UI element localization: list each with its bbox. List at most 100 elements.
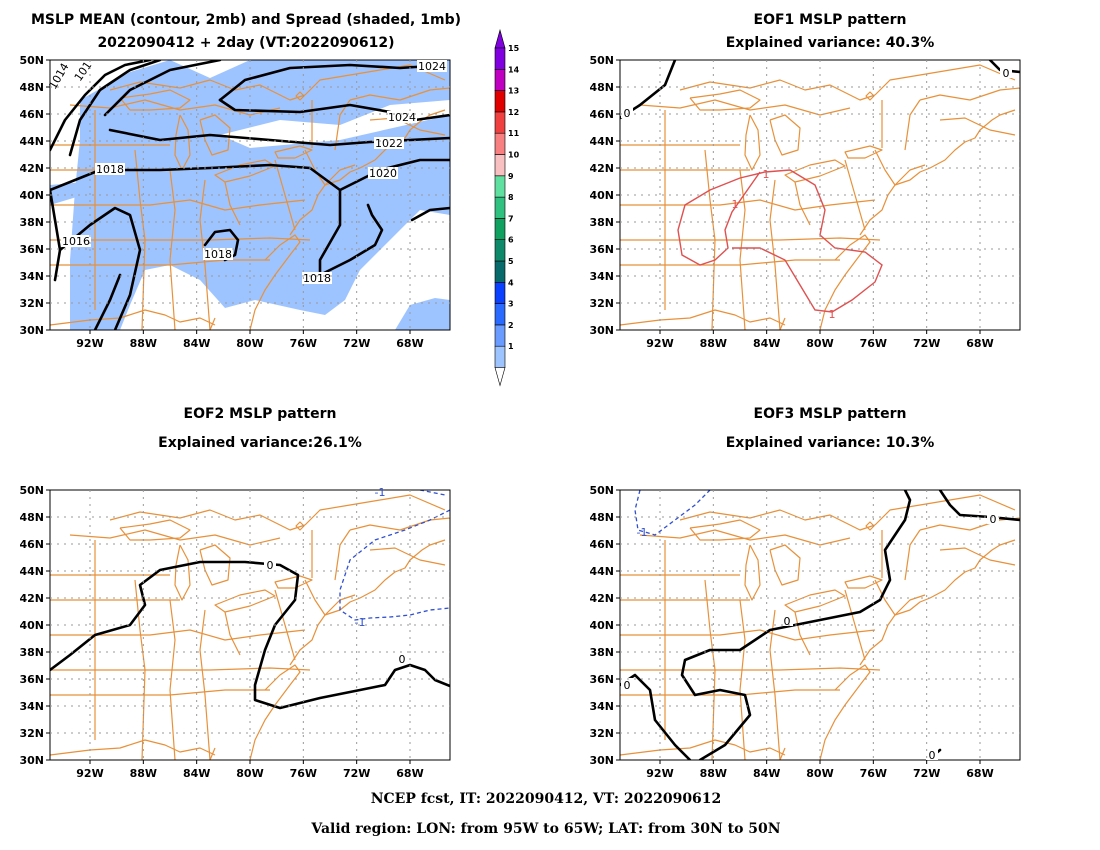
lat-tick-label: 48N bbox=[589, 81, 614, 94]
panel3-title: EOF2 MSLP pattern bbox=[184, 406, 337, 422]
lon-tick-label: 72W bbox=[913, 337, 940, 350]
lat-tick-label: 40N bbox=[589, 619, 614, 632]
lat-tick-label: 38N bbox=[19, 216, 44, 229]
colorbar-swatch bbox=[494, 303, 506, 326]
panel4-subtitle: Explained variance: 10.3% bbox=[726, 435, 935, 451]
lat-tick-label: 44N bbox=[19, 135, 44, 148]
lon-tick-label: 68W bbox=[966, 767, 993, 780]
colorbar-swatch bbox=[494, 345, 506, 368]
contour-label: 1016 bbox=[62, 235, 90, 248]
axes: 92W 88W 84W 80W 76W 72W 68W 50N 48N 46N 44N 42N 40N 3… bbox=[19, 54, 993, 780]
lon-tick-label: 80W bbox=[236, 337, 263, 350]
contour-label: 0 bbox=[267, 559, 274, 572]
contour-label: 0 bbox=[1003, 67, 1010, 80]
lon-tick-label: 84W bbox=[183, 767, 210, 780]
lat-tick-label: 42N bbox=[19, 162, 44, 175]
lat-tick-label: 40N bbox=[19, 619, 44, 632]
lon-tick-label: 76W bbox=[290, 767, 317, 780]
contour-label: -1 bbox=[637, 526, 648, 539]
contour-label: 0 bbox=[990, 513, 997, 526]
colorbar-label: 9 bbox=[508, 172, 514, 181]
colorbar-label: 2 bbox=[508, 321, 514, 330]
lat-tick-label: 50N bbox=[19, 54, 44, 67]
lat-tick-label: 34N bbox=[19, 700, 44, 713]
lat-tick-label: 44N bbox=[19, 565, 44, 578]
lat-tick-label: 30N bbox=[589, 754, 614, 767]
lat-tick-label: 40N bbox=[19, 189, 44, 202]
lon-tick-label: 68W bbox=[396, 337, 423, 350]
lat-tick-label: 32N bbox=[19, 727, 44, 740]
lon-tick-label: 88W bbox=[700, 337, 727, 350]
contour-label: 1 bbox=[829, 308, 836, 321]
colorbar-swatch bbox=[494, 239, 506, 262]
lat-tick-label: 34N bbox=[589, 270, 614, 283]
colorbar-arrow-bottom bbox=[494, 367, 506, 387]
lat-tick-label: 34N bbox=[19, 270, 44, 283]
lon-tick-label: 84W bbox=[183, 337, 210, 350]
lon-tick-label: 88W bbox=[130, 767, 157, 780]
panel4-title: EOF3 MSLP pattern bbox=[754, 406, 907, 422]
lon-tick-label: 92W bbox=[646, 767, 673, 780]
lat-tick-label: 32N bbox=[589, 297, 614, 310]
lon-tick-label: 76W bbox=[860, 767, 887, 780]
lat-tick-label: 44N bbox=[589, 565, 614, 578]
lat-tick-label: 30N bbox=[19, 754, 44, 767]
lat-tick-label: 48N bbox=[589, 511, 614, 524]
contour-label: 1 bbox=[763, 168, 770, 181]
lat-tick-label: 36N bbox=[589, 673, 614, 686]
lat-tick-label: 48N bbox=[19, 511, 44, 524]
colorbar-arrow-top bbox=[494, 28, 506, 49]
panel2-title: EOF1 MSLP pattern bbox=[754, 12, 907, 28]
colorbar-swatch bbox=[494, 154, 506, 177]
contour-label: 101 bbox=[72, 59, 95, 84]
lat-tick-label: 42N bbox=[19, 592, 44, 605]
colorbar-label: 13 bbox=[508, 87, 519, 96]
contour-label: 1 bbox=[732, 198, 739, 211]
lon-tick-label: 68W bbox=[396, 767, 423, 780]
lat-tick-label: 50N bbox=[19, 484, 44, 497]
lat-tick-label: 44N bbox=[589, 135, 614, 148]
lon-tick-label: 92W bbox=[76, 337, 103, 350]
lat-tick-label: 32N bbox=[19, 297, 44, 310]
colorbar-label: 12 bbox=[508, 108, 519, 117]
colorbar-label: 1 bbox=[508, 342, 514, 351]
colorbar-label: 10 bbox=[508, 151, 520, 160]
lat-tick-label: 30N bbox=[19, 324, 44, 337]
panel-eof1: EOF1 MSLP pattern Explained variance: 40… bbox=[619, 12, 1021, 331]
lon-tick-label: 88W bbox=[130, 337, 157, 350]
colorbar-label: 4 bbox=[508, 278, 514, 287]
colorbar-swatch bbox=[494, 281, 506, 304]
lat-tick-label: 36N bbox=[19, 673, 44, 686]
lat-tick-label: 50N bbox=[589, 484, 614, 497]
lat-tick-label: 32N bbox=[589, 727, 614, 740]
panel3-subtitle: Explained variance:26.1% bbox=[158, 435, 362, 451]
contour-label: 1024 bbox=[388, 111, 416, 124]
lon-tick-label: 76W bbox=[860, 337, 887, 350]
panel1-title: MSLP MEAN (contour, 2mb) and Spread (sha… bbox=[31, 12, 461, 28]
lon-tick-label: 80W bbox=[806, 337, 833, 350]
lat-tick-label: 36N bbox=[589, 243, 614, 256]
contour-label: 1024 bbox=[418, 60, 446, 73]
lat-tick-label: 34N bbox=[589, 700, 614, 713]
contour-label: 1020 bbox=[369, 167, 397, 180]
colorbar-label: 7 bbox=[508, 214, 514, 223]
gridlines bbox=[50, 60, 1020, 760]
lon-tick-label: 84W bbox=[753, 337, 780, 350]
lat-tick-label: 42N bbox=[589, 592, 614, 605]
colorbar-label: 5 bbox=[508, 257, 514, 266]
colorbar-label: 14 bbox=[508, 65, 520, 74]
lon-tick-label: 72W bbox=[343, 767, 370, 780]
lon-tick-label: 72W bbox=[343, 337, 370, 350]
contour-label: 1022 bbox=[375, 137, 403, 150]
lon-tick-label: 68W bbox=[966, 337, 993, 350]
colorbar-swatch bbox=[494, 90, 506, 113]
lat-tick-label: 48N bbox=[19, 81, 44, 94]
lat-tick-label: 46N bbox=[19, 108, 44, 121]
colorbar-swatch bbox=[494, 324, 506, 347]
colorbar-swatch bbox=[494, 196, 506, 219]
panel1-subtitle: 2022090412 + 2day (VT:2022090612) bbox=[97, 35, 394, 51]
lon-tick-label: 92W bbox=[76, 767, 103, 780]
colorbar-label: 8 bbox=[508, 193, 514, 202]
